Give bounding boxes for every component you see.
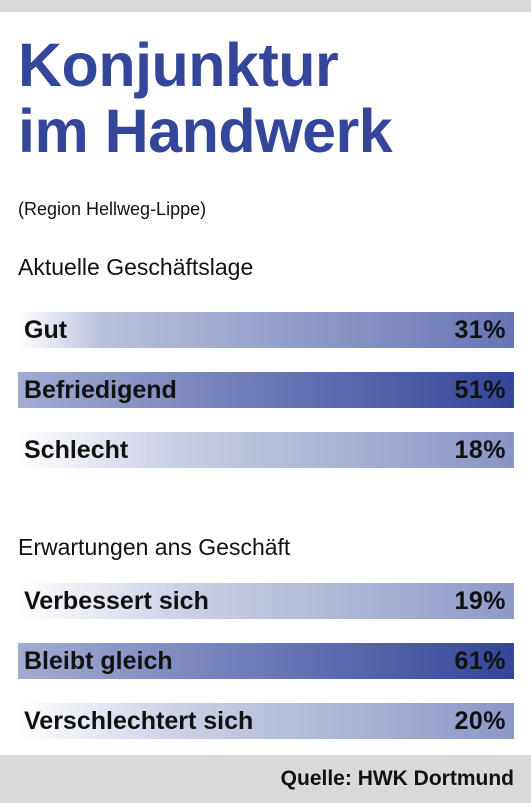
title-line-2: im Handwerk (18, 97, 393, 165)
bar-label: Gut (24, 315, 68, 344)
title-line-1: Konjunktur (18, 31, 339, 99)
bar-value-label: 61% (454, 646, 506, 675)
bar-value-label: 20% (454, 706, 506, 735)
bar-verbessert-sich: Verbessert sich 19% (18, 583, 514, 619)
bar-gut: Gut 31% (18, 312, 514, 348)
bar-bleibt-gleich: Bleibt gleich 61% (18, 643, 514, 679)
bar-schlecht: Schlecht 18% (18, 432, 514, 468)
bar-value-label: 31% (454, 315, 506, 344)
bar-value-label: 51% (454, 375, 506, 404)
section-title-current: Aktuelle Geschäftslage (18, 254, 254, 280)
infographic-card: Konjunktur im Handwerk (Region Hellweg-Li… (0, 12, 531, 755)
bar-verschlechtert-sich: Verschlechtert sich 20% (18, 703, 514, 739)
bar-label: Verbessert sich (24, 586, 209, 615)
source-label: Quelle: HWK Dortmund (280, 767, 514, 790)
footer: Quelle: HWK Dortmund (0, 755, 531, 803)
bar-befriedigend: Befriedigend 51% (18, 372, 514, 408)
infographic-title: Konjunktur im Handwerk (18, 31, 393, 165)
bar-label: Befriedigend (24, 375, 177, 404)
bar-value-label: 18% (454, 435, 506, 464)
section-title-expectations: Erwartungen ans Geschäft (18, 534, 291, 560)
bar-label: Schlecht (24, 435, 129, 464)
subtitle: (Region Hellweg-Lippe) (18, 199, 207, 219)
bar-value-label: 19% (454, 586, 506, 615)
bar-label: Verschlechtert sich (24, 706, 254, 735)
bar-label: Bleibt gleich (24, 646, 173, 675)
